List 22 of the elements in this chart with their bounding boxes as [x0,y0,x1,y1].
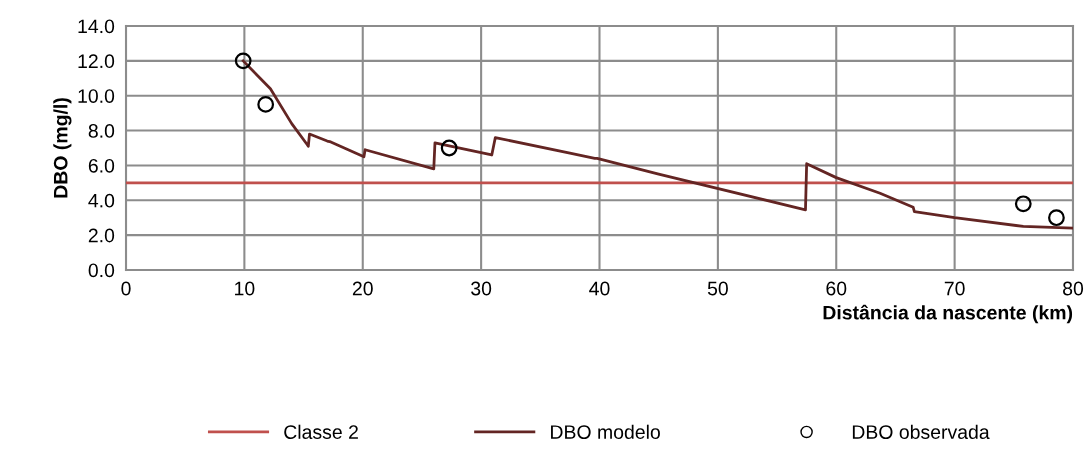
x-tick-label: 0 [121,281,131,296]
x-tick-label: 70 [944,281,965,296]
y-tick-label: 6.0 [88,158,115,173]
legend-label: DBO observada [852,424,990,439]
y-tick-label: 0.0 [88,263,115,278]
x-tick-label: 20 [352,281,373,296]
y-tick-label: 14.0 [78,19,115,34]
legend-label: Classe 2 [284,424,358,439]
x-tick-label: 40 [589,281,610,296]
y-tick-label: 10.0 [78,89,115,103]
x-tick-label: 80 [1063,281,1084,296]
x-tick-label: 60 [826,281,847,296]
x-tick-label: 50 [707,281,728,296]
x-tick-label: 10 [235,281,255,296]
y-tick-label: 2.0 [88,228,115,243]
x-axis-title: Distância da nascente (km) [823,304,1073,324]
y-tick-label: 8.0 [88,124,115,138]
y-tick-label: 12.0 [78,54,115,69]
y-axis-title: DBO (mg/l) [53,98,72,198]
x-tick-label: 30 [471,281,492,296]
y-tick-label: 4.0 [88,193,115,208]
legend-label: DBO modelo [551,424,660,439]
